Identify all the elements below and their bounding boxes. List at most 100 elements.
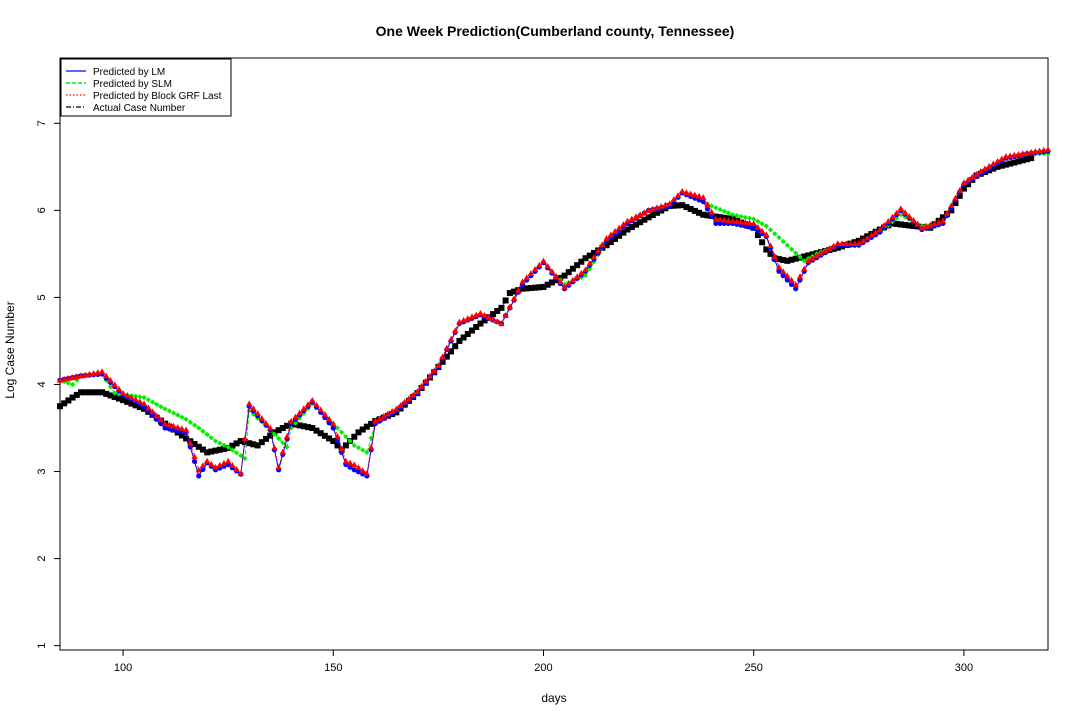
point-grf xyxy=(279,448,287,455)
point-grf xyxy=(309,396,316,403)
point-grf xyxy=(317,406,324,413)
point-actual xyxy=(469,327,476,334)
point-grf xyxy=(674,192,682,198)
point-grf xyxy=(111,381,118,388)
point-grf xyxy=(889,213,896,220)
legend-label-actual: Actual Case Number xyxy=(93,103,186,114)
point-grf xyxy=(842,240,850,246)
point-grf xyxy=(418,383,425,389)
point-slm xyxy=(801,258,807,264)
point-grf xyxy=(872,229,879,235)
point-slm xyxy=(582,273,589,279)
point-actual xyxy=(683,204,690,211)
point-grf xyxy=(557,278,564,285)
point-actual xyxy=(767,250,774,257)
point-grf xyxy=(498,320,505,327)
point-grf xyxy=(212,463,219,470)
point-actual xyxy=(258,439,265,446)
point-actual xyxy=(561,272,568,279)
y-tick-label: 7 xyxy=(36,120,48,126)
point-slm xyxy=(217,440,223,446)
point-slm xyxy=(255,415,261,421)
plot-frame xyxy=(59,57,1049,651)
point-slm xyxy=(149,399,156,405)
point-grf xyxy=(216,461,223,468)
point-slm xyxy=(166,408,172,414)
point-grf xyxy=(203,457,211,464)
point-grf xyxy=(565,280,572,287)
point-slm xyxy=(713,205,719,211)
point-grf xyxy=(224,457,232,464)
point-actual xyxy=(502,297,509,304)
point-grf xyxy=(536,261,543,268)
point-slm xyxy=(784,242,790,248)
point-actual xyxy=(754,232,761,239)
series-layer xyxy=(56,146,1052,479)
point-grf xyxy=(363,470,371,476)
legend-label-slm: Predicted by SLM xyxy=(93,79,172,90)
point-grf xyxy=(969,173,976,180)
point-grf xyxy=(237,470,244,476)
point-grf xyxy=(952,194,959,201)
point-actual xyxy=(363,423,370,430)
point-grf xyxy=(834,240,841,246)
point-grf xyxy=(817,250,825,256)
point-actual xyxy=(199,446,206,453)
point-actual xyxy=(506,290,513,297)
series-grf xyxy=(56,146,1052,476)
point-lm xyxy=(196,473,202,479)
point-slm xyxy=(793,250,799,256)
x-tick-label: 300 xyxy=(955,662,973,674)
point-actual xyxy=(910,223,917,230)
point-grf xyxy=(405,395,413,401)
point-grf xyxy=(334,432,341,439)
point-slm xyxy=(233,450,240,456)
point-grf xyxy=(409,391,417,398)
point-grf xyxy=(359,467,366,473)
point-grf xyxy=(594,247,602,254)
point-actual xyxy=(439,358,446,365)
point-actual xyxy=(61,400,68,407)
point-grf xyxy=(435,362,442,368)
point-actual xyxy=(460,334,467,341)
point-grf xyxy=(960,179,968,186)
point-grf xyxy=(304,401,312,407)
point-grf xyxy=(292,413,299,420)
point-slm xyxy=(179,414,185,420)
point-grf xyxy=(666,200,673,206)
point-lm xyxy=(788,281,795,287)
point-lm xyxy=(355,469,362,475)
point-grf xyxy=(149,408,156,415)
point-grf xyxy=(506,303,514,310)
point-actual xyxy=(305,424,312,431)
point-grf xyxy=(452,327,459,334)
point-grf xyxy=(695,192,703,199)
point-grf xyxy=(901,209,909,216)
y-axis-label: Log Case Number xyxy=(3,301,17,398)
point-actual xyxy=(254,442,261,449)
point-actual xyxy=(590,250,597,257)
point-slm xyxy=(772,231,778,237)
point-lm xyxy=(751,225,757,231)
point-actual xyxy=(1007,160,1014,167)
point-grf xyxy=(800,265,808,272)
chart-title: One Week Prediction(Cumberland county, T… xyxy=(376,23,735,39)
point-slm xyxy=(746,215,753,221)
point-grf xyxy=(876,226,884,233)
point-lm xyxy=(347,464,353,470)
point-grf xyxy=(725,217,732,223)
point-slm xyxy=(355,445,362,451)
point-grf xyxy=(258,415,266,421)
point-slm xyxy=(225,444,231,450)
series-line-grf xyxy=(59,148,1049,475)
point-grf xyxy=(178,425,186,432)
point-slm xyxy=(154,401,160,407)
point-grf xyxy=(573,273,581,280)
point-actual xyxy=(296,422,303,429)
point-actual xyxy=(801,253,808,260)
point-lm xyxy=(713,220,719,227)
point-grf xyxy=(586,260,593,266)
point-slm xyxy=(360,447,366,453)
point-actual xyxy=(611,235,618,242)
point-actual xyxy=(624,226,631,233)
